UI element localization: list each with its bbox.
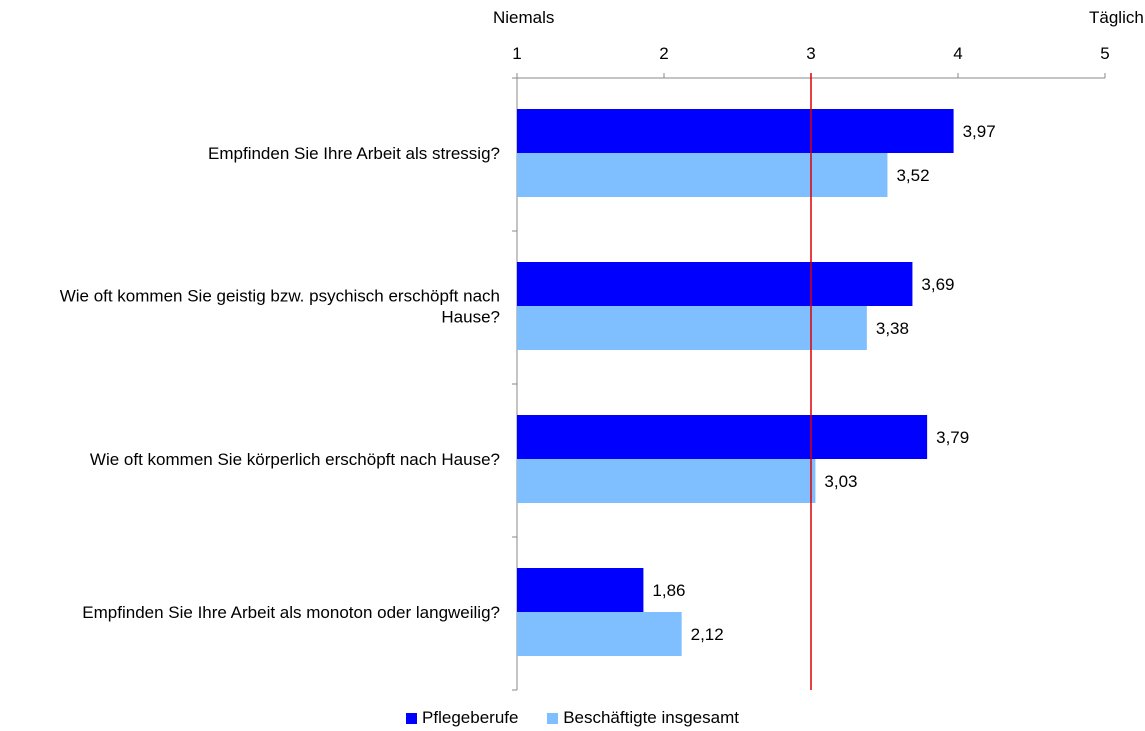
bar-beschaeftigte [517,459,816,503]
data-label: 3,38 [876,319,909,338]
bar-pflegeberufe [517,262,913,306]
data-label: 3,79 [936,428,969,447]
axis-label-niemals: Niemals [493,8,555,27]
x-tick-label: 1 [512,44,521,63]
data-label: 1,86 [652,581,685,600]
x-tick-label: 5 [1100,44,1109,63]
legend-item-pflegeberufe: Pflegeberufe [406,708,518,728]
x-tick-label: 3 [806,44,815,63]
data-label: 2,12 [691,625,724,644]
category-label: Empfinden Sie Ihre Arbeit als stressig? [208,144,500,163]
data-label: 3,52 [896,166,929,185]
category-label: Empfinden Sie Ihre Arbeit als monoton od… [82,603,500,622]
legend: Pflegeberufe Beschäftigte insgesamt [0,708,1145,729]
data-label: 3,69 [921,275,954,294]
x-tick-label: 4 [953,44,962,63]
bar-beschaeftigte [517,612,682,656]
axis-label-taeglich: Täglich [1089,8,1144,27]
bar-beschaeftigte [517,306,867,350]
data-label: 3,03 [824,472,857,491]
category-label: Hause? [441,308,500,327]
legend-label-pflegeberufe: Pflegeberufe [422,708,519,727]
bar-pflegeberufe [517,568,644,612]
legend-swatch-pflegeberufe [406,712,418,724]
legend-swatch-beschaeftigte [547,712,559,724]
legend-item-beschaeftigte: Beschäftigte insgesamt [547,708,739,728]
bar-pflegeberufe [517,109,954,153]
bar-pflegeberufe [517,415,928,459]
x-tick-label: 2 [659,44,668,63]
bar-beschaeftigte [517,153,888,197]
legend-label-beschaeftigte: Beschäftigte insgesamt [563,708,739,727]
data-label: 3,97 [963,122,996,141]
category-label: Wie oft kommen Sie körperlich erschöpft … [90,450,500,469]
category-label: Wie oft kommen Sie geistig bzw. psychisc… [60,287,500,306]
